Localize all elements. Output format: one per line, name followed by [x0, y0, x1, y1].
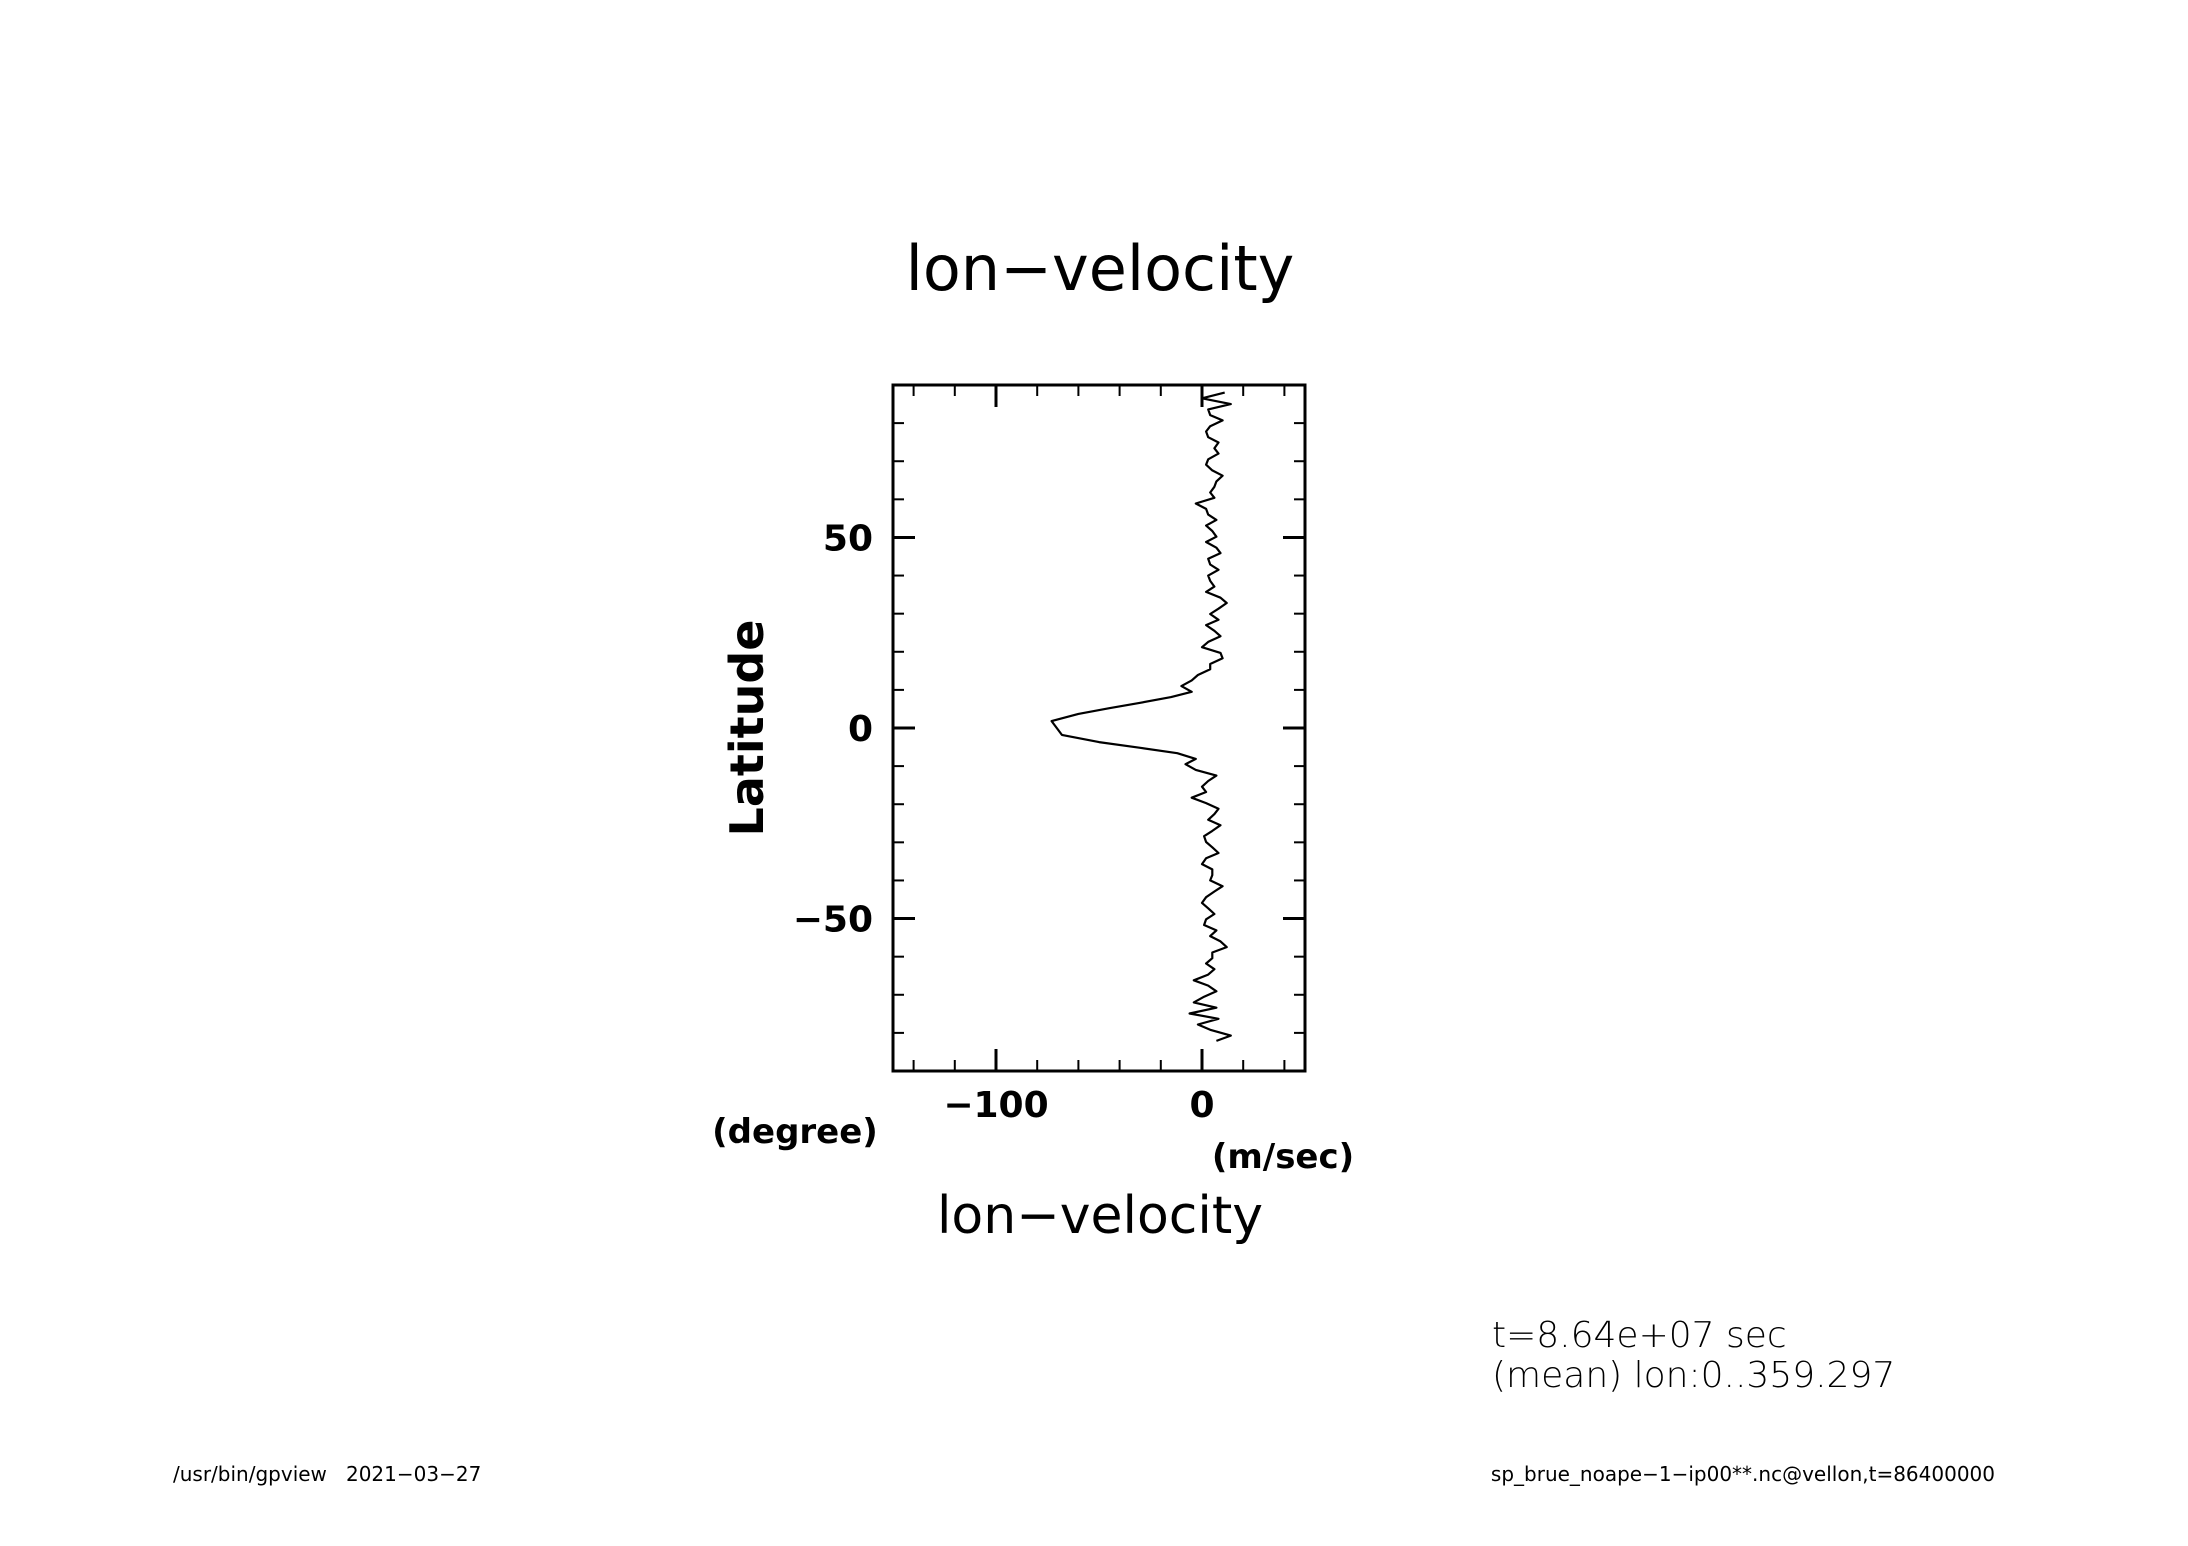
minor-ticks: [893, 385, 1305, 1071]
major-ticks: [893, 385, 1305, 1071]
tick-labels: −100 0 50 0 −50: [793, 518, 1215, 1126]
time-annotation: t=8.64e+07 sec: [1492, 1315, 1787, 1356]
series-line-lon-velocity: [1050, 391, 1232, 1042]
mean-annotation: (mean) lon:0..359.297: [1492, 1355, 1895, 1396]
x-axis-label: lon−velocity: [937, 1186, 1263, 1246]
chart-title: lon−velocity: [906, 232, 1295, 305]
x-tick-label: −100: [943, 1085, 1048, 1126]
plot-frame-box: [891, 383, 1307, 1073]
footer-right: sp_brue_noape−1−ip00**.nc@vellon,t=86400…: [1491, 1462, 1995, 1486]
y-tick-label: 50: [823, 518, 873, 559]
footer-left: /usr/bin/gpview 2021−03−27: [173, 1462, 481, 1486]
y-axis-label: Latitude: [720, 620, 774, 837]
y-axis-units: (degree): [712, 1112, 878, 1152]
y-tick-label: −50: [793, 900, 873, 941]
y-tick-label: 0: [848, 709, 873, 750]
x-tick-label: 0: [1189, 1085, 1214, 1126]
x-axis-units: (m/sec): [1212, 1137, 1354, 1177]
plot-frame: [891, 383, 1307, 1073]
